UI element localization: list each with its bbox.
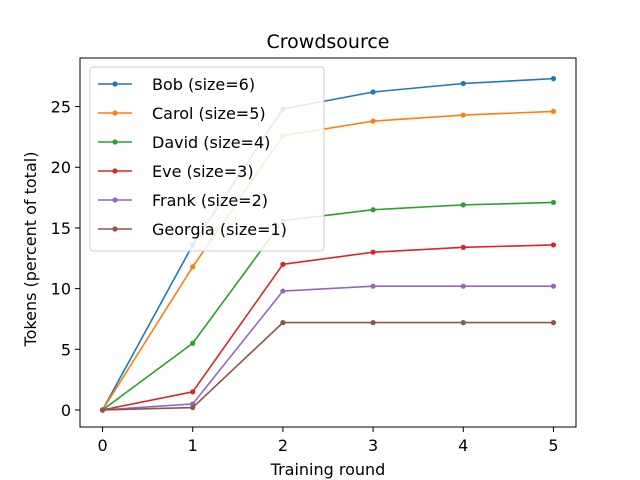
y-axis: 0 5 10 15 20 25 — [51, 98, 80, 420]
legend-item: Bob (size=6) — [98, 75, 255, 94]
series-5 — [99, 283, 557, 413]
y-tick-label: 20 — [51, 158, 71, 177]
legend: Bob (size=6) Carol (size=5) David (size=4)… — [89, 66, 325, 252]
y-tick-label: 0 — [61, 401, 71, 420]
data-point — [190, 264, 196, 270]
series-line — [102, 285, 554, 411]
legend-label: Frank (size=2) — [152, 191, 268, 210]
data-point — [370, 249, 376, 255]
data-point — [190, 401, 196, 407]
x-tick-label: 3 — [368, 436, 378, 455]
data-point — [460, 202, 466, 208]
data-point — [550, 242, 557, 248]
legend-label: Bob (size=6) — [152, 75, 255, 94]
y-tick-label: 15 — [51, 219, 71, 238]
data-point — [370, 320, 376, 326]
data-point — [99, 407, 106, 413]
data-point — [460, 283, 466, 289]
series-line — [102, 244, 554, 411]
legend-label: Carol (size=5) — [152, 104, 266, 123]
data-point — [280, 320, 286, 326]
data-point — [550, 283, 557, 289]
series-line — [101, 110, 554, 411]
legend-swatch-marker — [112, 168, 118, 174]
data-point — [190, 340, 196, 346]
series-layer — [99, 76, 557, 413]
series-6 — [99, 320, 557, 413]
data-point — [550, 320, 557, 326]
legend-label: Eve (size=3) — [152, 162, 254, 181]
legend-swatch-marker — [112, 110, 118, 116]
data-point — [460, 112, 466, 118]
legend-swatch-marker — [112, 226, 118, 232]
y-tick-label: 10 — [51, 280, 71, 299]
data-point — [370, 283, 376, 289]
data-point — [550, 76, 557, 82]
data-point — [460, 244, 466, 250]
x-axis-label: Training round — [270, 460, 386, 479]
legend-item: Eve (size=3) — [98, 162, 254, 181]
legend-item: Carol (size=5) — [98, 104, 266, 123]
data-point — [370, 207, 376, 213]
data-point — [280, 261, 286, 267]
y-tick-label: 5 — [61, 340, 71, 359]
plot-frame — [79, 57, 577, 428]
chart-title: Crowdsource — [267, 31, 390, 53]
legend-item: David (size=4) — [98, 133, 270, 152]
legend-box — [89, 66, 325, 252]
data-point — [190, 389, 196, 395]
legend-label: David (size=4) — [152, 133, 270, 152]
legend-swatch-marker — [112, 139, 118, 145]
y-axis-label: Tokens (percent of total) — [21, 152, 40, 348]
x-tick-label: 5 — [548, 436, 558, 455]
series-line — [102, 201, 554, 411]
legend-swatch-marker — [112, 81, 118, 87]
x-tick-label: 1 — [188, 436, 198, 455]
data-point — [550, 108, 557, 115]
legend-item: Frank (size=2) — [98, 191, 268, 210]
legend-item: Georgia (size=1) — [98, 220, 287, 239]
y-tick-label: 25 — [51, 98, 71, 117]
x-tick-label: 2 — [278, 436, 288, 455]
legend-label: Georgia (size=1) — [152, 220, 287, 239]
x-tick-label: 4 — [458, 436, 468, 455]
x-tick-label: 0 — [97, 436, 107, 455]
data-point — [460, 80, 466, 87]
data-point — [370, 118, 376, 124]
series-4 — [99, 242, 557, 413]
series-line — [102, 321, 554, 411]
x-axis: 0 1 2 3 4 5 — [97, 427, 559, 455]
data-point — [460, 320, 466, 326]
series-line — [101, 77, 554, 411]
data-point — [550, 199, 557, 206]
legend-swatch-marker — [112, 197, 118, 203]
data-point — [190, 404, 196, 411]
data-point — [280, 288, 286, 294]
data-point — [370, 89, 376, 95]
